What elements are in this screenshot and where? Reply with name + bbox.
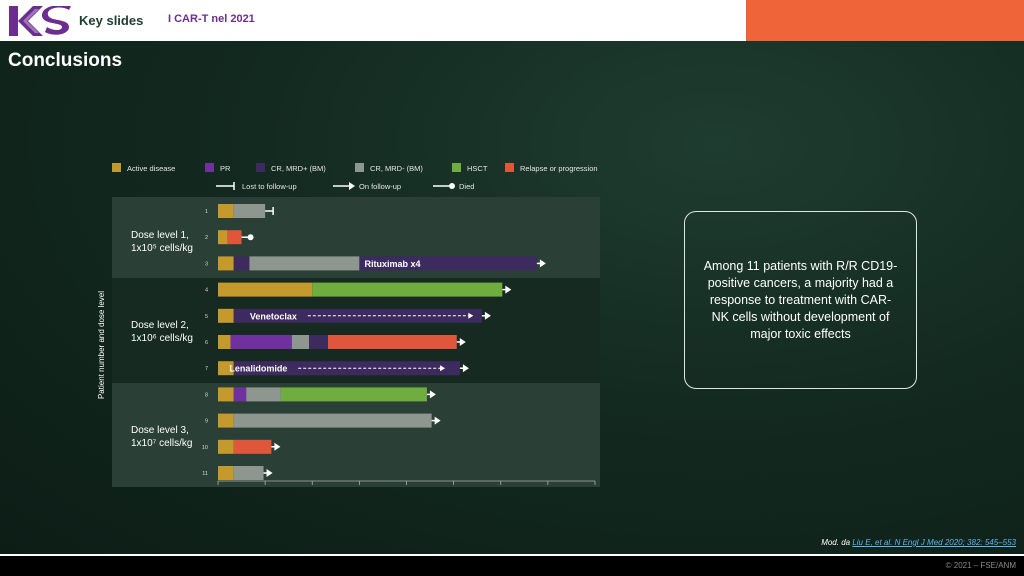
- bar-segment-cr_pos: [233, 308, 482, 323]
- header-title: Key slides: [79, 13, 144, 28]
- bar-segment-cr_neg: [233, 413, 432, 428]
- patient-number: 3: [205, 261, 208, 267]
- footer-copyright: © 2021 – FSE/ANM: [945, 561, 1016, 570]
- dose-group-sublabel: 1x10⁵ cells/kg: [131, 243, 193, 254]
- patient-number: 2: [205, 235, 208, 241]
- legend-swatch-relapse: [505, 163, 514, 172]
- slide-title: Conclusions: [8, 50, 123, 71]
- bar-segment-cr_neg: [246, 387, 281, 402]
- footer-bar: © 2021 – FSE/ANM: [0, 556, 1024, 576]
- top-header-bar: Key slides I CAR-T nel 2021: [0, 0, 1024, 41]
- bar-segment-cr_pos: [233, 361, 460, 376]
- legend-label-lost: Lost to follow-up: [242, 182, 297, 191]
- citation: Mod. da Liu E, et al. N Engl J Med 2020;…: [821, 538, 1016, 547]
- followup-arrow-icon: [429, 390, 436, 399]
- followup-arrow-icon: [434, 416, 441, 425]
- patient-number: 9: [205, 419, 208, 425]
- bar-segment-active: [218, 335, 231, 349]
- bar-segment-active: [218, 308, 234, 323]
- bar-segment-active: [218, 204, 234, 218]
- patient-number: 6: [205, 340, 208, 346]
- legend-swatch-active: [112, 163, 121, 172]
- patient-number: 5: [205, 314, 208, 320]
- treatment-arrowhead-icon: [440, 365, 446, 372]
- legend-swatch-cr_pos: [256, 163, 265, 172]
- legend-label-died: Died: [459, 182, 474, 191]
- bar-segment-active: [218, 361, 234, 376]
- dose-group-label: Dose level 3,: [131, 425, 189, 436]
- legend-label-followup: On follow-up: [359, 182, 401, 191]
- legend-swatch-pr: [205, 163, 214, 172]
- bar-segment-cr_neg: [233, 204, 266, 218]
- patient-number: 1: [205, 209, 208, 215]
- bar-segment-hsct: [280, 387, 427, 402]
- bar-segment-active: [218, 256, 234, 271]
- treatment-arrowhead-icon: [468, 312, 474, 319]
- footer-divider: [0, 554, 1024, 556]
- legend-label-active: Active disease: [127, 164, 175, 173]
- legend-label-cr_neg: CR, MRD- (BM): [370, 164, 423, 173]
- bar-segment-hsct: [312, 282, 503, 297]
- patient-number: 4: [205, 288, 208, 294]
- slide-body: Conclusions Active disease PR CR, MRD+ (BM…: [0, 41, 1024, 554]
- bar-segment-active: [218, 282, 313, 297]
- dose-group-sublabel: 1x10⁷ cells/kg: [131, 438, 192, 449]
- swimmer-plot: Active disease PR CR, MRD+ (BM) CR, MRD- (B…: [97, 163, 600, 487]
- dose-group-sublabel: 1x10⁶ cells/kg: [131, 333, 193, 344]
- bar-segment-relapse: [227, 230, 242, 245]
- bar-segment-cr_pos: [309, 335, 328, 349]
- legend-swatch-hsct: [452, 163, 461, 172]
- bar-segment-active: [218, 387, 234, 402]
- followup-arrow-icon: [274, 442, 281, 451]
- bar-segment-pr: [233, 387, 247, 402]
- bar-segment-pr: [230, 335, 292, 349]
- legend-label-hsct: HSCT: [467, 164, 488, 173]
- bar-segment-active: [218, 439, 234, 454]
- citation-link[interactable]: Liu E, et al. N Engl J Med 2020; 382: 54…: [852, 538, 1016, 547]
- treatment-label: Rituximab x4: [365, 259, 421, 269]
- followup-arrow-icon: [484, 311, 491, 320]
- conclusion-callout: Among 11 patients with R/R CD19-positive…: [684, 211, 917, 389]
- legend-label-relapse: Relapse or progression: [520, 164, 598, 173]
- ks-logo: [9, 6, 71, 36]
- legend-arrow-followup: [349, 182, 355, 190]
- bar-segment-cr_neg: [249, 256, 360, 271]
- followup-arrow-icon: [505, 285, 512, 294]
- legend-dot-died: [449, 183, 455, 189]
- bar-segment-relapse: [233, 439, 272, 454]
- dose-group-label: Dose level 1,: [131, 230, 189, 241]
- header-subtitle: I CAR-T nel 2021: [168, 13, 255, 25]
- treatment-label: Venetoclax: [250, 311, 297, 321]
- bar-segment-cr_neg: [233, 466, 264, 480]
- bar-segment-cr_pos: [233, 256, 250, 271]
- followup-arrow-icon: [539, 259, 546, 268]
- bar-segment-cr_pos: [359, 256, 537, 271]
- citation-prefix: Mod. da: [821, 538, 853, 547]
- patient-number: 11: [202, 471, 208, 477]
- patient-number: 10: [202, 445, 208, 451]
- followup-arrow-icon: [266, 469, 273, 477]
- treatment-label: Lenalidomide: [229, 364, 287, 374]
- legend-label-pr: PR: [220, 164, 231, 173]
- y-axis-label: Patient number and dose level: [97, 291, 106, 399]
- dose-group-label: Dose level 2,: [131, 320, 189, 331]
- followup-arrow-icon: [462, 364, 469, 373]
- patient-number: 7: [205, 366, 208, 372]
- bar-segment-relapse: [327, 335, 457, 349]
- patient-number: 8: [205, 392, 208, 398]
- died-dot-icon: [247, 234, 254, 241]
- bar-segment-active: [218, 466, 234, 480]
- bar-segment-cr_neg: [291, 335, 310, 349]
- bar-segment-active: [218, 413, 234, 428]
- legend-swatch-cr_neg: [355, 163, 364, 172]
- legend-label-cr_pos: CR, MRD+ (BM): [271, 164, 326, 173]
- bar-segment-active: [218, 230, 228, 245]
- callout-text: Among 11 patients with R/R CD19-positive…: [703, 258, 898, 341]
- header-accent-block: [746, 0, 1024, 41]
- followup-arrow-icon: [459, 338, 466, 346]
